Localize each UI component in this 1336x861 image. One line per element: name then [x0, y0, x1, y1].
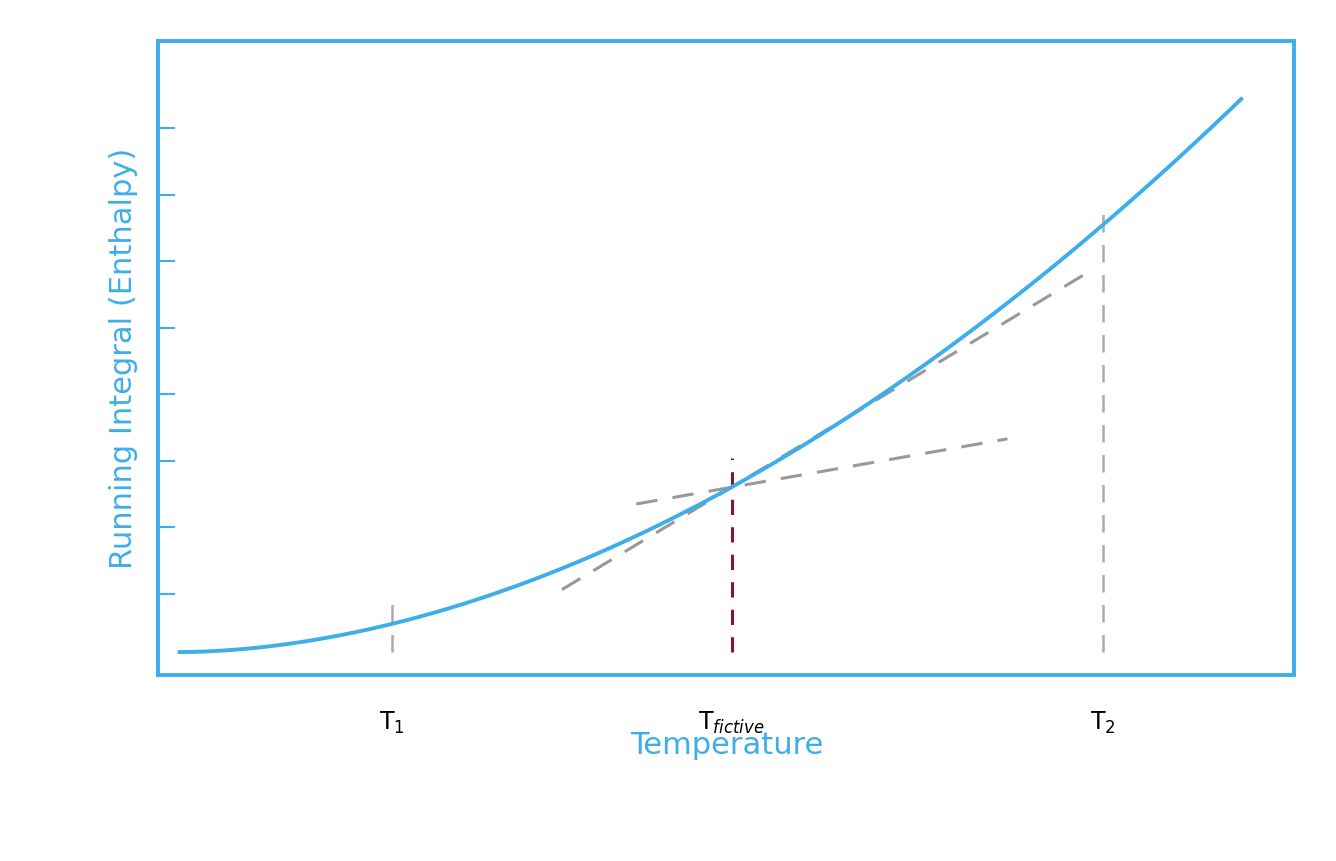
Y-axis label: Running Integral (Enthalpy): Running Integral (Enthalpy) — [108, 147, 138, 569]
Text: T$_2$: T$_2$ — [1090, 710, 1116, 736]
Text: T$_1$: T$_1$ — [379, 710, 405, 736]
X-axis label: Temperature: Temperature — [629, 731, 823, 760]
Text: T$_{fictive}$: T$_{fictive}$ — [699, 710, 766, 736]
